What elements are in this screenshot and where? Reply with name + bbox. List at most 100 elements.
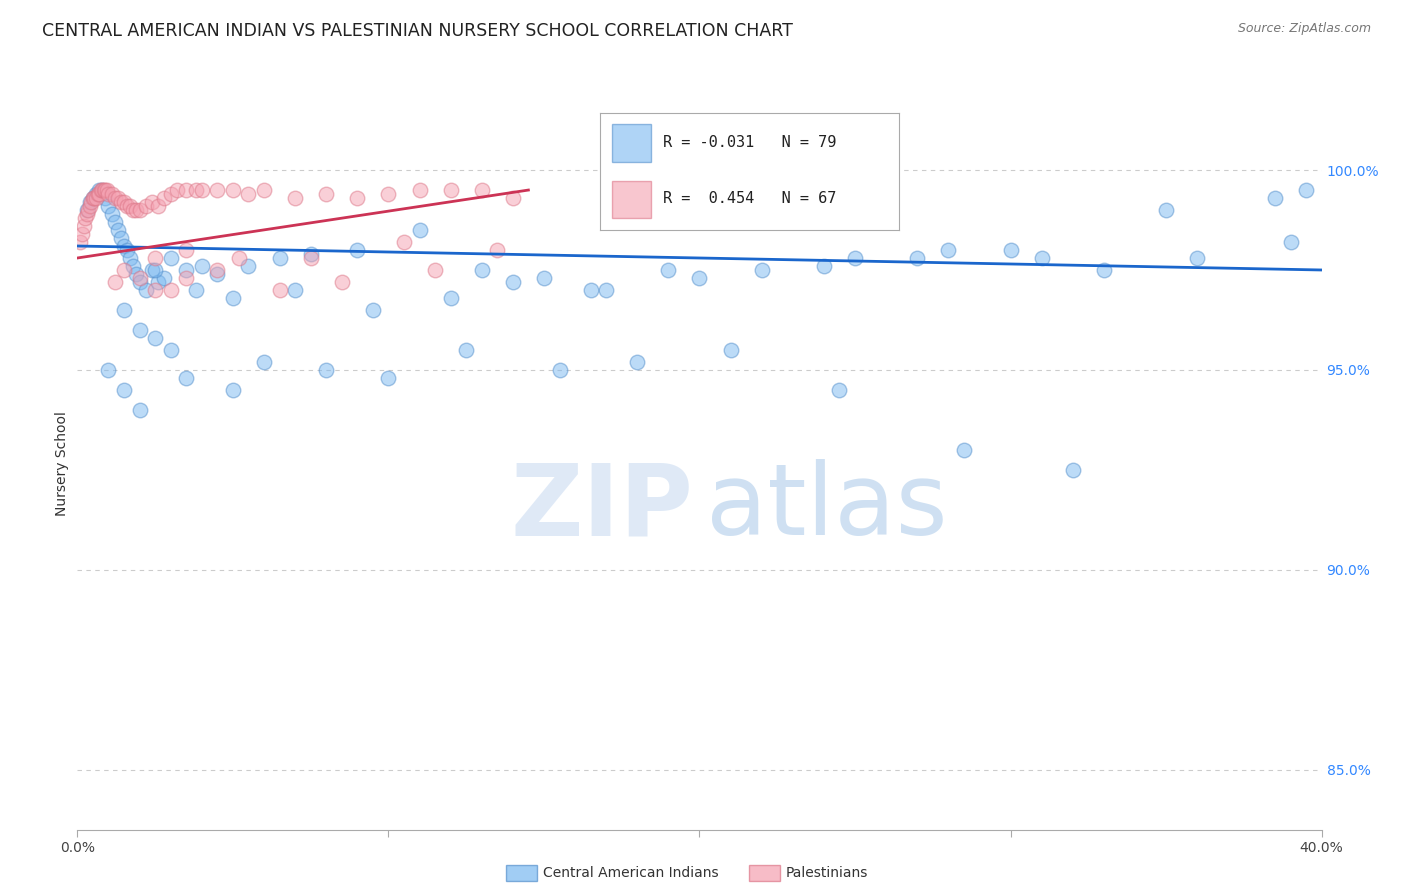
- Point: [75, 211, 97, 225]
- Point: [91, 183, 114, 197]
- Point: [471, 183, 494, 197]
- Point: [125, 202, 148, 217]
- Point: [828, 383, 851, 397]
- Point: [110, 195, 132, 210]
- Point: [844, 251, 866, 265]
- Point: [346, 243, 368, 257]
- Point: [392, 235, 415, 249]
- Point: [135, 283, 157, 297]
- Point: [94, 183, 117, 197]
- Point: [174, 371, 197, 385]
- Point: [1279, 235, 1302, 249]
- Point: [330, 275, 353, 289]
- Bar: [612, 125, 651, 162]
- Point: [143, 251, 166, 265]
- Point: [813, 259, 835, 273]
- Point: [315, 187, 337, 202]
- Point: [143, 263, 166, 277]
- Point: [122, 259, 145, 273]
- Bar: [612, 180, 651, 218]
- Point: [408, 223, 430, 237]
- Point: [104, 215, 127, 229]
- Point: [174, 263, 197, 277]
- Point: [93, 183, 115, 197]
- Point: [159, 283, 181, 297]
- Point: [87, 183, 110, 197]
- Point: [112, 383, 135, 397]
- Point: [128, 323, 150, 337]
- Point: [107, 191, 129, 205]
- Point: [112, 263, 135, 277]
- Point: [315, 363, 337, 377]
- Point: [120, 251, 142, 265]
- Point: [1000, 243, 1022, 257]
- Point: [96, 183, 118, 197]
- Point: [112, 239, 135, 253]
- Point: [115, 199, 138, 213]
- Text: Palestinians: Palestinians: [786, 866, 869, 880]
- Point: [440, 183, 463, 197]
- Point: [471, 263, 494, 277]
- Point: [115, 243, 138, 257]
- Point: [100, 207, 122, 221]
- Point: [79, 195, 101, 210]
- Point: [91, 183, 114, 197]
- Point: [299, 251, 322, 265]
- Point: [207, 263, 229, 277]
- Point: [346, 191, 368, 205]
- Point: [148, 199, 170, 213]
- Text: CENTRAL AMERICAN INDIAN VS PALESTINIAN NURSERY SCHOOL CORRELATION CHART: CENTRAL AMERICAN INDIAN VS PALESTINIAN N…: [42, 22, 793, 40]
- Point: [174, 183, 197, 197]
- Point: [107, 223, 129, 237]
- Point: [1264, 191, 1286, 205]
- Point: [166, 183, 188, 197]
- Point: [100, 187, 122, 202]
- Point: [548, 363, 571, 377]
- Point: [135, 199, 157, 213]
- Text: R = -0.031   N = 79: R = -0.031 N = 79: [662, 135, 837, 150]
- Point: [657, 263, 679, 277]
- Point: [143, 331, 166, 345]
- Point: [153, 191, 176, 205]
- Point: [70, 227, 93, 241]
- Point: [141, 195, 163, 210]
- Point: [84, 191, 107, 205]
- Point: [76, 207, 98, 221]
- Point: [456, 343, 478, 357]
- Point: [299, 247, 322, 261]
- Point: [626, 355, 648, 369]
- Point: [228, 251, 250, 265]
- Point: [120, 199, 142, 213]
- Point: [128, 202, 150, 217]
- Text: Central American Indians: Central American Indians: [543, 866, 718, 880]
- Point: [112, 195, 135, 210]
- Point: [440, 291, 463, 305]
- Text: ZIP: ZIP: [510, 459, 693, 557]
- Point: [153, 271, 176, 285]
- Point: [143, 283, 166, 297]
- Point: [128, 275, 150, 289]
- Point: [84, 187, 107, 202]
- Point: [751, 263, 773, 277]
- Point: [122, 202, 145, 217]
- Point: [1295, 183, 1317, 197]
- Point: [90, 183, 112, 197]
- Point: [184, 183, 207, 197]
- Point: [1187, 251, 1209, 265]
- Point: [159, 343, 181, 357]
- Point: [82, 191, 104, 205]
- Point: [253, 183, 276, 197]
- Point: [595, 283, 617, 297]
- Point: [174, 271, 197, 285]
- Point: [423, 263, 446, 277]
- Point: [284, 191, 307, 205]
- Point: [83, 191, 105, 205]
- Point: [1062, 463, 1084, 477]
- Point: [110, 231, 132, 245]
- Point: [361, 302, 384, 317]
- Point: [174, 243, 197, 257]
- Point: [269, 251, 291, 265]
- Point: [1092, 263, 1115, 277]
- Point: [222, 291, 245, 305]
- Point: [905, 251, 928, 265]
